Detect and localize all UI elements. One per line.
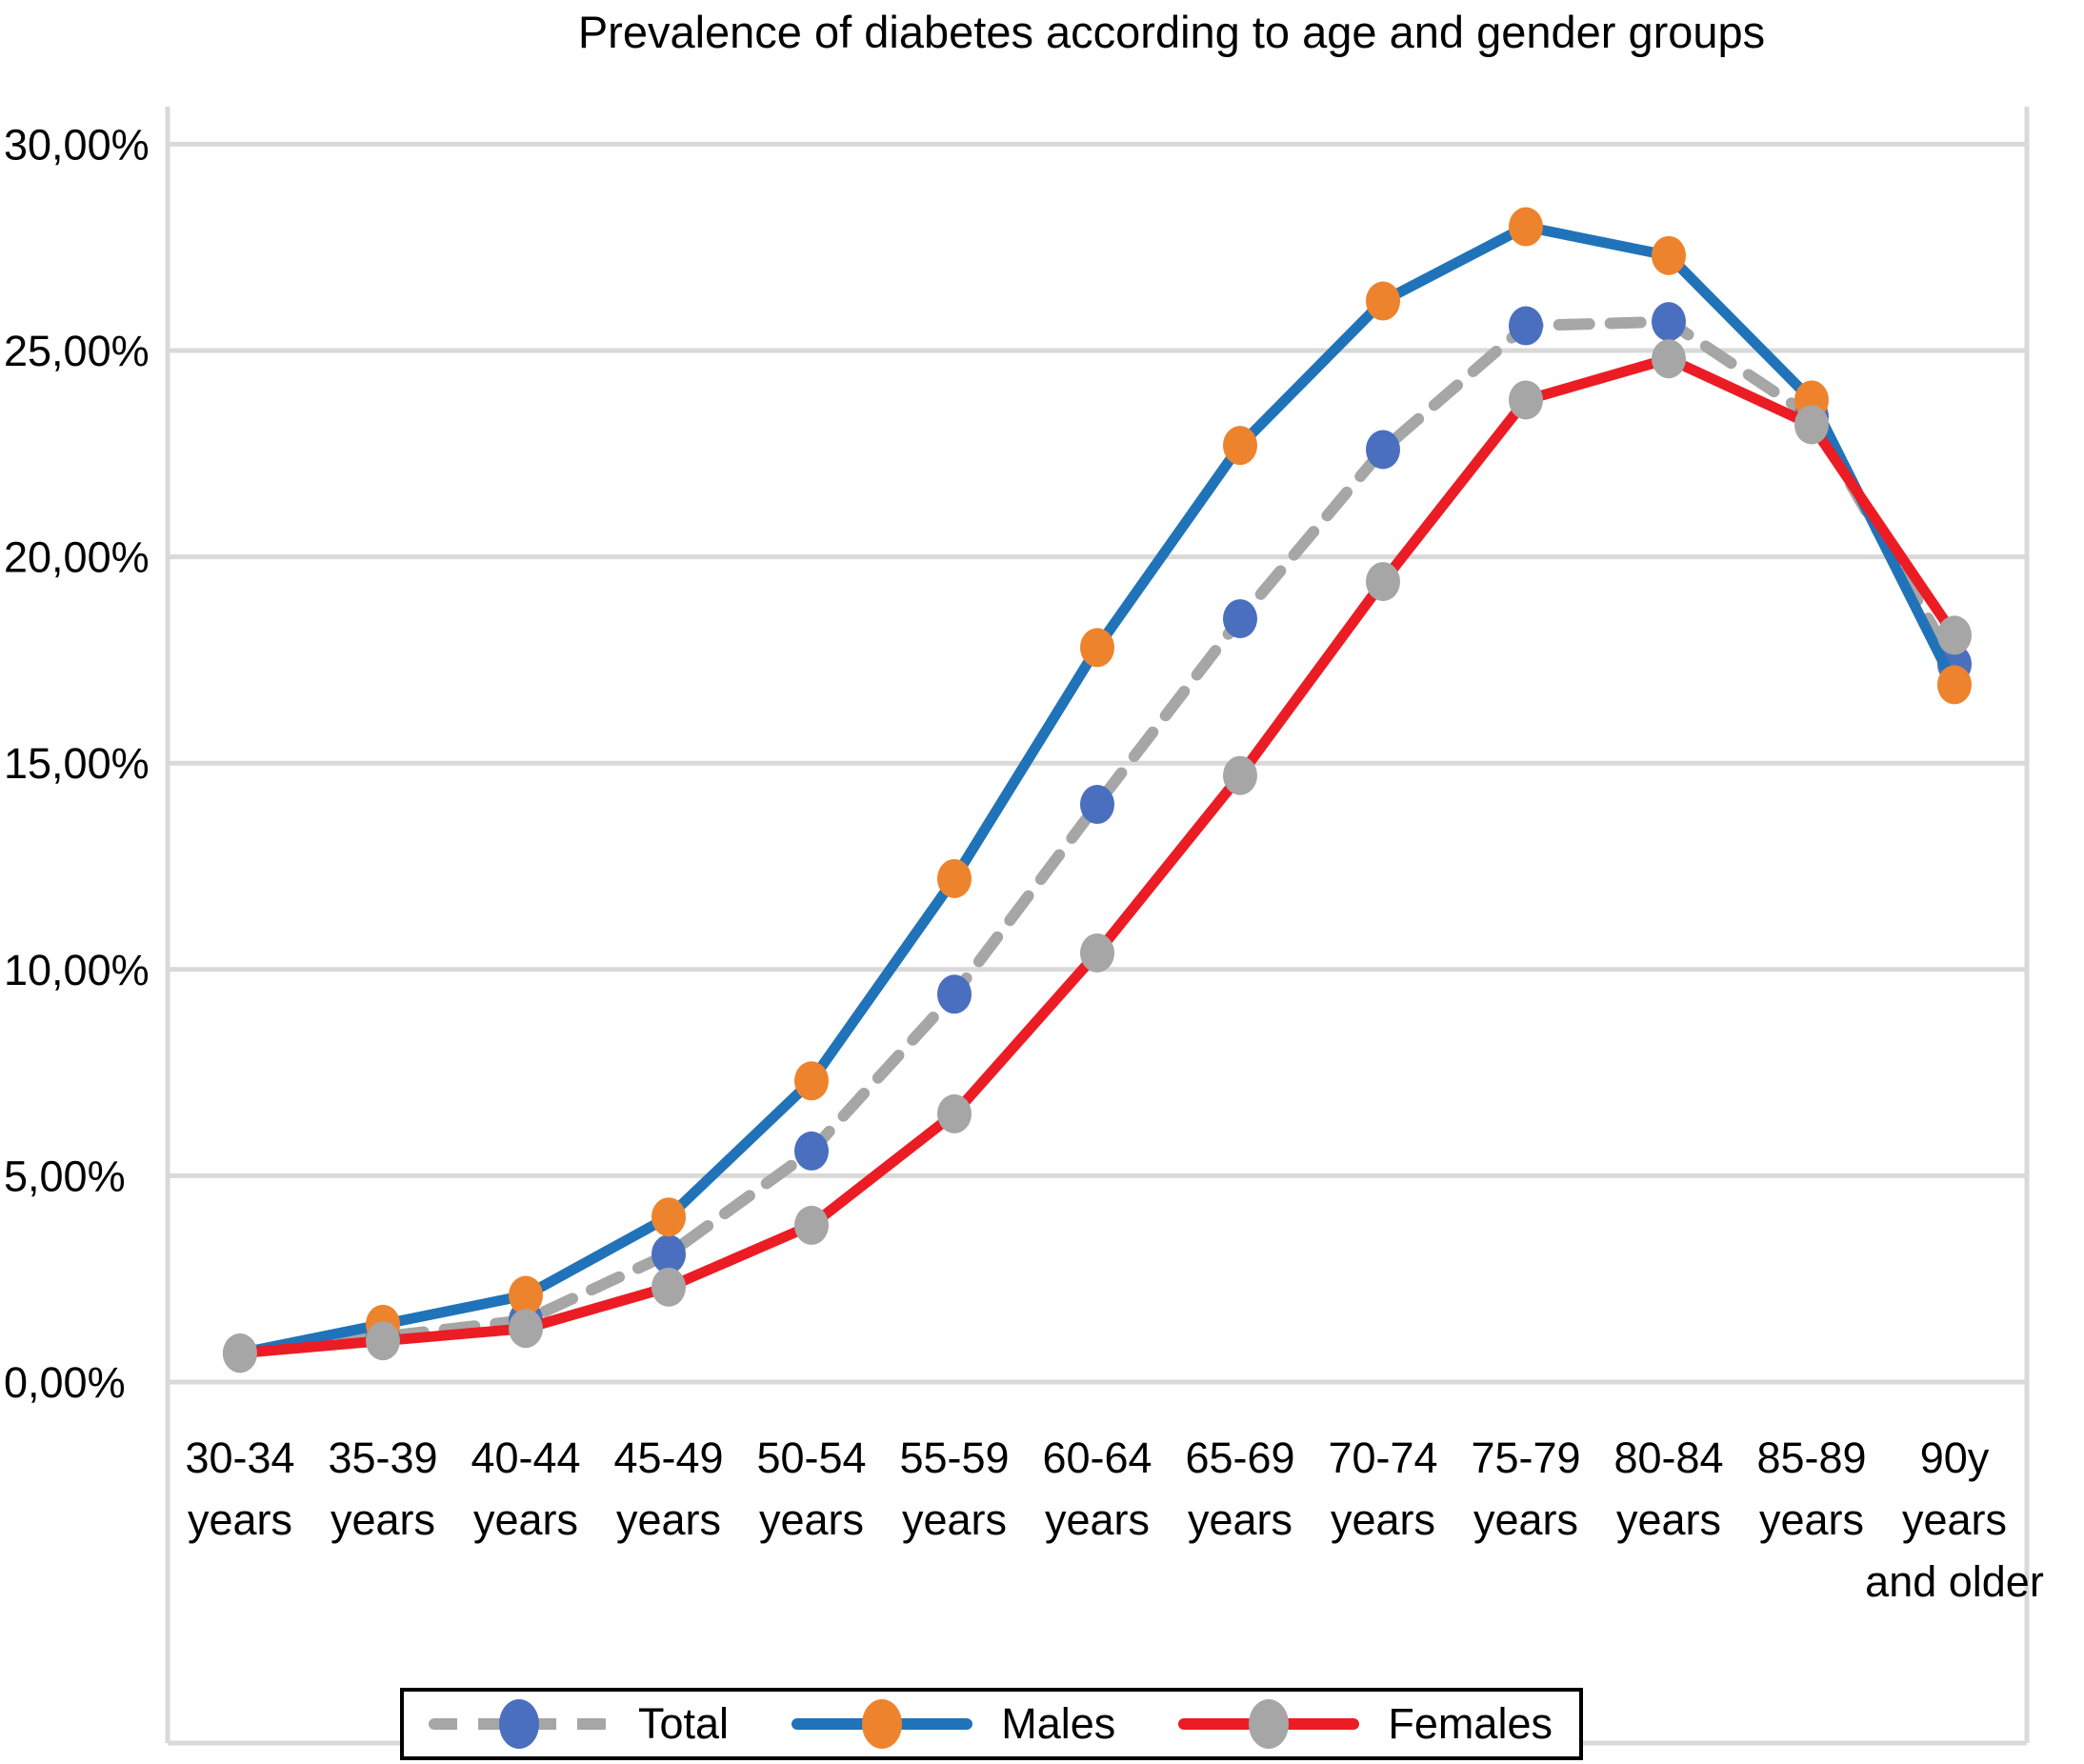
x-axis-label: years [1616, 1495, 1721, 1544]
x-axis-label: years [1045, 1495, 1150, 1544]
females-marker-icon [1249, 1699, 1290, 1749]
series-females-marker [651, 1267, 686, 1307]
series-females-marker [1223, 755, 1257, 795]
total-line-sample [429, 1699, 610, 1749]
y-axis-label: 20,00% [4, 533, 150, 582]
x-axis-label: and older [1865, 1557, 2044, 1606]
x-axis-label: years [902, 1495, 1007, 1544]
x-axis-label: 80-84 [1613, 1433, 1723, 1482]
y-axis-label: 5,00% [4, 1152, 126, 1200]
x-axis-label: years [616, 1495, 721, 1544]
series-males-marker [651, 1197, 686, 1237]
series-total-marker [1366, 430, 1400, 470]
series-total-line [234, 315, 1960, 1359]
y-axis-label: 25,00% [4, 327, 150, 375]
series-total-marker [937, 974, 972, 1014]
legend-item-total: Total [429, 1699, 729, 1749]
series-females-marker [1080, 932, 1114, 972]
x-axis-label: years [1902, 1495, 2007, 1544]
series-total-marker [1223, 599, 1257, 639]
x-axis-label: years [1473, 1495, 1578, 1544]
series-females-marker [1509, 380, 1543, 420]
males-line-sample [792, 1699, 973, 1749]
series-females-marker [937, 1093, 972, 1133]
legend-label-total: Total [638, 1699, 730, 1748]
legend: Total Males Females [400, 1688, 1583, 1760]
series-females-marker [223, 1333, 257, 1373]
x-axis-label: years [759, 1495, 864, 1544]
x-axis-label: 30-34 [185, 1433, 294, 1482]
series-males-marker [1080, 628, 1114, 668]
series-total-marker [1652, 302, 1686, 342]
series-males-marker [509, 1275, 543, 1315]
x-axis-label: 45-49 [613, 1433, 723, 1482]
series-females-marker [794, 1205, 829, 1245]
x-axis-label: 55-59 [899, 1433, 1009, 1482]
series-total-marker [651, 1234, 686, 1274]
y-axis-label: 30,00% [4, 120, 150, 169]
series-total-marker [1080, 785, 1114, 825]
y-axis-label: 10,00% [4, 946, 150, 994]
x-axis-label: 75-79 [1471, 1433, 1580, 1482]
x-axis-label: years [1331, 1495, 1435, 1544]
legend-label-females: Females [1388, 1699, 1553, 1748]
chart-title: Prevalence of diabetes according to age … [577, 7, 1766, 57]
series-males-marker [1223, 426, 1257, 466]
x-axis-label: 90y [1920, 1433, 1990, 1482]
series-females-marker [1937, 615, 1972, 655]
series-females-marker [366, 1321, 400, 1361]
series-males-marker [1509, 207, 1543, 247]
series-total-marker [794, 1131, 829, 1171]
legend-item-females: Females [1178, 1699, 1553, 1749]
x-axis-label: 85-89 [1756, 1433, 1866, 1482]
series-females-marker [509, 1309, 543, 1349]
series-females-marker [1366, 562, 1400, 602]
x-axis-label: years [473, 1495, 578, 1544]
series-males-marker [1937, 665, 1972, 705]
x-axis-label: years [1759, 1495, 1864, 1544]
y-axis-label: 0,00% [4, 1358, 126, 1407]
series-males-marker [937, 858, 972, 898]
x-axis-label: 40-44 [471, 1433, 580, 1482]
x-axis-label: 50-54 [756, 1433, 866, 1482]
x-axis-label: 65-69 [1185, 1433, 1294, 1482]
series-total-marker [1509, 306, 1543, 346]
x-axis-label: 35-39 [328, 1433, 437, 1482]
x-axis-label: years [1188, 1495, 1292, 1544]
males-marker-icon [862, 1699, 903, 1749]
x-axis-label: years [331, 1495, 435, 1544]
series-females-marker [1652, 339, 1686, 379]
y-axis-label: 15,00% [4, 739, 150, 788]
series-females-line [234, 353, 1960, 1359]
x-axis-label: years [188, 1495, 292, 1544]
x-axis-label: 60-64 [1042, 1433, 1152, 1482]
series-males-marker [1652, 235, 1686, 275]
series-females-marker [1794, 405, 1829, 445]
females-line-sample [1178, 1699, 1360, 1749]
total-marker-icon [499, 1699, 539, 1749]
series-males-marker [1366, 281, 1400, 321]
legend-item-males: Males [792, 1699, 1115, 1749]
legend-label-males: Males [1001, 1699, 1116, 1748]
x-axis-label: 70-74 [1328, 1433, 1437, 1482]
series-males-marker [794, 1061, 829, 1101]
